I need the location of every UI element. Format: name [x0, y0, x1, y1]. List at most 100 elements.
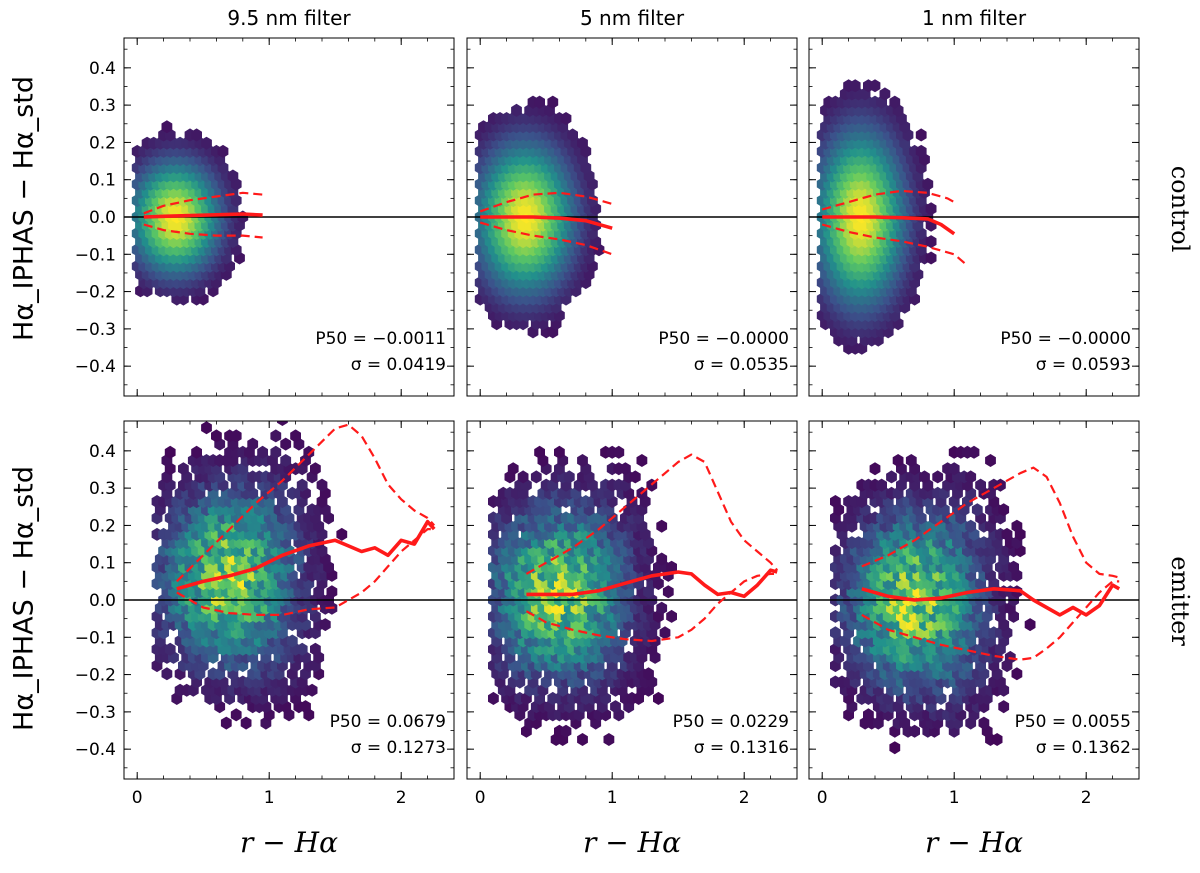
hex-cell: [567, 128, 578, 142]
xtick-label: 1: [949, 788, 960, 808]
ytick-label: 0.1: [89, 554, 116, 574]
ytick-label: 0.3: [89, 96, 116, 116]
row-label-control: control: [1166, 165, 1194, 253]
hex-cell: [201, 136, 212, 150]
median-line: [861, 583, 1121, 617]
panel-control-2: P50 = −0.0000 σ = 0.0535: [466, 37, 798, 397]
hex-cell: [164, 642, 176, 656]
hex-cell: [326, 585, 338, 599]
hex-cell: [517, 470, 529, 484]
hex-cell: [656, 601, 668, 615]
hex-cell: [280, 454, 292, 467]
p50-annotation: P50 = 0.0055: [1015, 712, 1131, 732]
hex-cell: [869, 79, 881, 93]
hex-cell: [164, 445, 176, 459]
hex-cell: [636, 454, 648, 467]
hex-cell: [220, 716, 232, 730]
hex-cell: [306, 683, 318, 697]
hex-cell: [998, 503, 1010, 517]
median-line: [176, 519, 436, 591]
hex-cell: [889, 741, 901, 755]
xtick-label: 2: [1081, 788, 1092, 808]
hex-cell: [534, 95, 545, 109]
col-title-9.5nm: 9.5 nm filter: [227, 6, 351, 30]
ytick-label: −0.3: [75, 320, 116, 340]
lower-percentile-line: [479, 221, 613, 256]
ytick-label: 0.2: [89, 516, 116, 536]
hex-cell: [922, 177, 934, 191]
hex-cell: [277, 421, 288, 426]
median-line: [480, 215, 613, 230]
hex-cell: [985, 454, 996, 467]
upper-percentile-line: [176, 423, 436, 583]
hex-cell: [319, 618, 331, 632]
xtick-label: 2: [739, 788, 750, 808]
hex-cell: [656, 552, 668, 566]
xtick-label: 0: [132, 788, 143, 808]
sigma-annotation: σ = 0.1316: [694, 738, 789, 758]
hex-cell: [830, 544, 841, 558]
hex-cell: [998, 700, 1010, 714]
hex-cell: [240, 716, 252, 730]
hex-cell: [643, 667, 654, 681]
hex-cell: [629, 470, 641, 484]
ytick-label: −0.4: [75, 740, 116, 760]
median-line: [526, 568, 778, 599]
hex-cell: [909, 724, 920, 738]
hex-cell: [230, 708, 242, 722]
ytick-label: 0.4: [89, 59, 116, 79]
panel-control-3: P50 = −0.0000 σ = 0.0593: [808, 37, 1140, 397]
hex-cell: [610, 700, 621, 714]
sigma-annotation: σ = 0.1362: [1036, 738, 1131, 758]
upper-percentile-line: [861, 466, 1120, 579]
hex-cell: [534, 445, 545, 459]
ytick-label: 0.2: [89, 133, 116, 153]
hex-cell: [300, 700, 311, 714]
hex-cell: [892, 454, 904, 467]
hex-cell: [577, 136, 588, 150]
hex-cell: [247, 437, 259, 451]
upper-percentile-line: [479, 191, 613, 213]
hex-cell: [560, 112, 572, 126]
hex-cell: [965, 519, 977, 533]
ytick-label: −0.4: [75, 357, 116, 377]
hex-cell: [653, 691, 664, 705]
hex-cell: [863, 708, 874, 722]
ytick-label: 0.0: [89, 591, 116, 611]
hex-cell: [336, 527, 348, 541]
hex-cell: [919, 470, 930, 484]
col-title-1nm: 1 nm filter: [921, 6, 1027, 30]
hex-cell: [830, 626, 841, 640]
hex-cell: [1024, 618, 1036, 632]
xlabel-right: r − Hα: [925, 826, 1023, 859]
hex-cell: [905, 454, 917, 467]
hex-cell: [886, 470, 897, 484]
xtick-label: 0: [475, 788, 486, 808]
hex-cell: [620, 462, 631, 476]
panel-control-1: −0.4 −0.3 −0.2 −0.1 0.0 0.1 0.2 0.3 0.4 P50 = −0.…: [75, 37, 455, 397]
hex-cell: [296, 642, 308, 656]
hex-cell: [563, 470, 575, 484]
hex-cell: [975, 478, 986, 492]
hex-cell: [613, 445, 625, 459]
ytick-label: 0.0: [89, 208, 116, 228]
hex-cell: [1008, 560, 1019, 574]
ytick-label: −0.1: [75, 628, 116, 648]
hex-cell: [849, 79, 861, 93]
ytick-label: 0.3: [89, 479, 116, 499]
hex-cell: [310, 462, 321, 476]
hex-cell: [227, 169, 239, 183]
p50-annotation: P50 = 0.0229: [673, 712, 789, 732]
panel-emitter-3: 0 1 2 P50 = 0.0055 σ = 0.1362: [808, 420, 1140, 808]
hex-cell: [1001, 527, 1013, 541]
hex-cell: [932, 470, 944, 484]
hex-cell: [869, 462, 881, 476]
hex-cell: [577, 733, 588, 746]
hex-cell: [191, 128, 202, 142]
hex-cell: [925, 235, 937, 249]
hex-cell: [178, 462, 189, 476]
xlabel-left: r − Hα: [240, 826, 338, 859]
upper-percentile-line: [821, 189, 955, 211]
row-label-emitter: emitter: [1166, 556, 1194, 646]
hex-cell: [211, 429, 222, 443]
